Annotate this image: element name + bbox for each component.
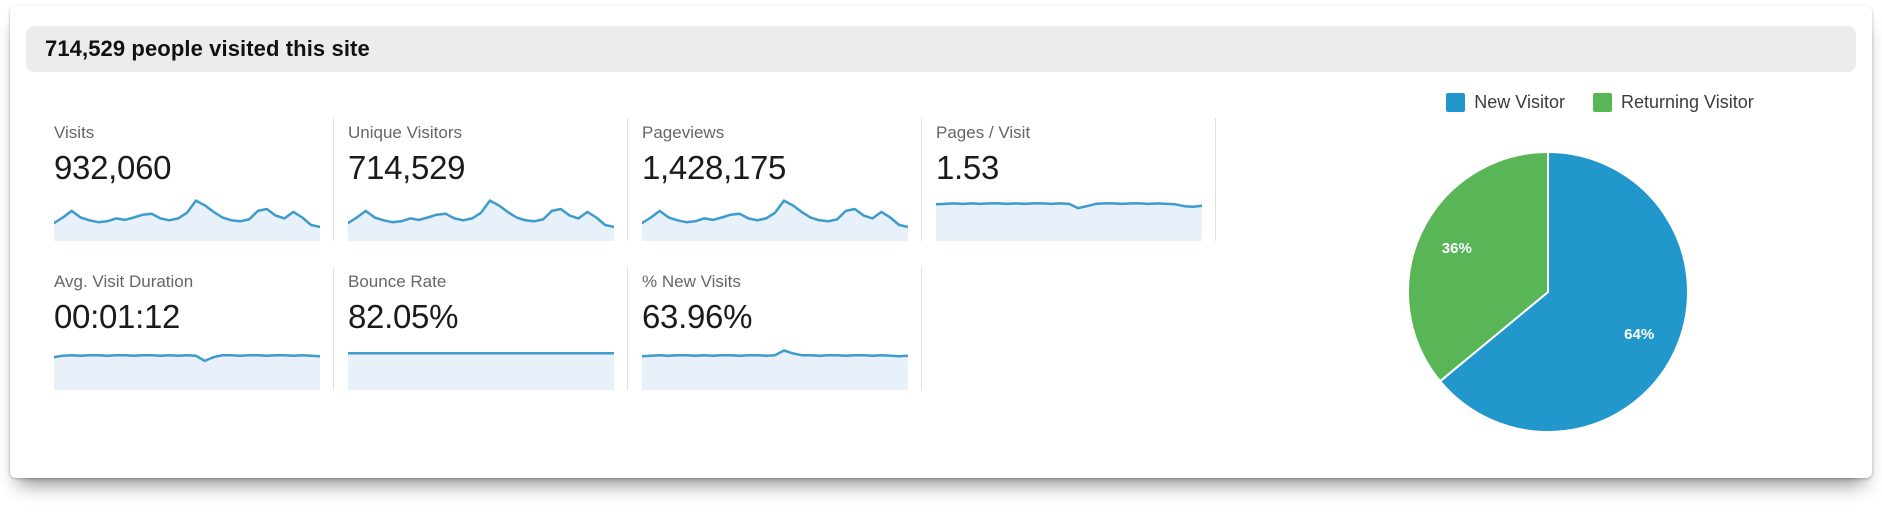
overview-card: 714,529 people visited this site Visits 9… — [10, 6, 1872, 478]
metric-sparkline — [936, 202, 1202, 241]
metric-box-pageviews[interactable]: Pageviews 1,428,175 — [628, 118, 922, 241]
metric-label: Bounce Rate — [348, 272, 447, 291]
metric-box-visits[interactable]: Visits 932,060 — [40, 118, 334, 241]
metric-label: Visits — [54, 123, 95, 142]
metric-box-avg-visit-duration[interactable]: Avg. Visit Duration 00:01:12 — [40, 267, 334, 390]
metric-label: % New Visits — [642, 272, 741, 291]
metric-sparkline — [348, 199, 614, 241]
metric-value: 932,060 — [54, 149, 172, 186]
metric-value: 63.96% — [642, 298, 753, 335]
metrics-grid: Visits 932,060 Unique Visitors 714,529 Pagev… — [40, 118, 1216, 416]
metric-value: 714,529 — [348, 149, 466, 186]
metric-box-unique-visitors[interactable]: Unique Visitors 714,529 — [334, 118, 628, 241]
legend-label: New Visitor — [1474, 91, 1565, 112]
page-title: 714,529 people visited this site — [45, 36, 370, 61]
pie-slice-percent-label: 64% — [1624, 326, 1654, 343]
metric-sparkline — [54, 353, 320, 390]
metric-sparkline — [348, 352, 614, 390]
metric-value: 00:01:12 — [54, 298, 181, 335]
header-bar: 714,529 people visited this site — [26, 26, 1856, 72]
metric-value: 82.05% — [348, 298, 459, 335]
metric-label: Pages / Visit — [936, 123, 1031, 142]
pie-slice-returning-visitor — [1407, 150, 1549, 383]
legend-item-new-visitor: New Visitor — [1446, 92, 1565, 113]
metric-value: 1.53 — [936, 149, 1000, 186]
pie-slice-percent-label: 36% — [1442, 240, 1472, 257]
metric-label: Pageviews — [642, 123, 725, 142]
visitor-type-pie-chart: 64% 36% — [1402, 146, 1694, 438]
returning-visitor-swatch-icon — [1592, 92, 1612, 112]
new-visitor-swatch-icon — [1446, 92, 1466, 112]
metric-sparkline — [642, 199, 908, 241]
metric-label: Unique Visitors — [348, 123, 463, 142]
metric-value: 1,428,175 — [642, 149, 787, 186]
metric-box-bounce-rate[interactable]: Bounce Rate 82.05% — [334, 267, 628, 390]
metrics-row-2: Avg. Visit Duration 00:01:12 Bounce Rate 82… — [40, 267, 1216, 390]
legend-label: Returning Visitor — [1620, 91, 1754, 112]
metrics-row-1: Visits 932,060 Unique Visitors 714,529 Pagev… — [40, 118, 1216, 241]
metric-box-pages-per-visit[interactable]: Pages / Visit 1.53 — [922, 118, 1216, 241]
metric-sparkline — [642, 349, 908, 390]
legend-item-returning-visitor: Returning Visitor — [1592, 91, 1754, 113]
pie-slice-new-visitor — [1438, 150, 1689, 433]
pie-legend: New Visitor Returning Visitor — [1360, 90, 1840, 114]
metric-sparkline — [54, 199, 320, 241]
visitor-type-chart-section: New Visitor Returning Visitor 64% 36% — [1360, 90, 1840, 433]
metric-box-percent-new-visits[interactable]: % New Visits 63.96% — [628, 267, 922, 390]
metric-label: Avg. Visit Duration — [54, 272, 194, 291]
